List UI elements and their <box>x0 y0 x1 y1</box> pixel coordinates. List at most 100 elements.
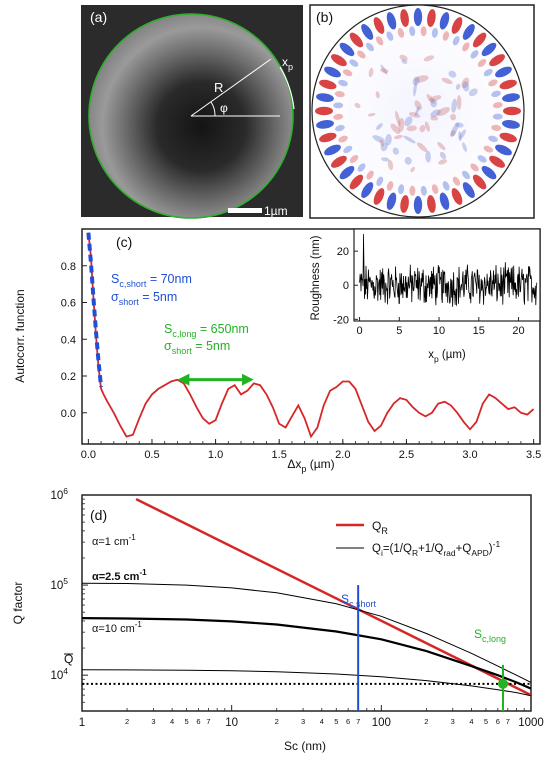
legend-label-qr: QR <box>372 519 388 536</box>
mode-speckle <box>419 124 426 133</box>
mode-lobe-faint <box>333 102 344 109</box>
d-ylabel: Q factor <box>11 582 25 625</box>
mode-speckle <box>399 54 408 61</box>
mode-lobe <box>427 9 436 27</box>
mode-speckle <box>430 99 438 108</box>
mode-lobe-faint <box>386 181 394 191</box>
mode-speckle <box>372 135 386 143</box>
mode-lobe <box>439 12 450 30</box>
c-xtick-label: 3.0 <box>462 449 477 461</box>
mode-lobe <box>489 155 506 168</box>
mode-speckle <box>380 142 388 152</box>
mode-speckle <box>393 134 403 140</box>
disk-outline-ring <box>88 13 294 219</box>
mode-lobe <box>439 192 450 210</box>
panel-d-frame <box>81 494 532 712</box>
inset-xtick-label: 5 <box>396 325 402 337</box>
mode-lobe-faint <box>349 155 359 163</box>
mode-lobe-faint <box>462 42 470 52</box>
d-xtick-label: 1000 <box>518 717 544 729</box>
inset-xtick-label: 10 <box>433 325 445 337</box>
mode-lobe <box>319 132 337 143</box>
mode-lobe-faint <box>357 163 366 172</box>
mode-speckle <box>414 75 429 83</box>
mode-speckle <box>380 68 389 74</box>
d-xtick-minor-label: 2 <box>275 717 279 726</box>
mode-speckle <box>438 159 448 165</box>
mode-speckle <box>413 81 417 97</box>
sc-long-marker <box>497 678 508 689</box>
inset-xtick-label: 15 <box>473 325 485 337</box>
mode-speckle <box>414 100 422 111</box>
q-curve-alpha1 <box>82 582 531 683</box>
panel-c-axes: 0.0 0.5 1.0 1.5 2.0 2.5 3.0 3.5 0.0 0.2 0.4 0.6 0.8 <box>61 261 542 461</box>
mode-speckle <box>416 142 428 152</box>
mode-speckle <box>423 55 435 62</box>
inset-ytick-label: 0 <box>343 280 349 292</box>
mode-lobe-faint <box>375 36 384 46</box>
inset-xtick-label: 20 <box>512 325 524 337</box>
d-xtick-minor-label: 7 <box>206 717 210 726</box>
panel-b-label: (b) <box>316 9 333 25</box>
d-xtick-minor-label: 7 <box>506 717 510 726</box>
mode-lobe <box>315 106 333 116</box>
c-ytick-label: 0.4 <box>61 334 76 346</box>
inset-axes: 0 5 10 15 20 -20 0 20 <box>333 246 525 337</box>
mode-lobe <box>339 42 355 57</box>
mode-speckle <box>439 151 447 160</box>
mode-lobe-faint <box>491 90 501 98</box>
mode-lobe-faint <box>488 79 498 87</box>
mode-lobe <box>503 106 521 116</box>
mode-speckle <box>459 129 466 140</box>
sc-long-annotation: Sc,long = 650nm <box>164 322 249 339</box>
panel-d: (d) 1 2 3 4 5 6 7 10 2 3 4 5 6 7 100 2 3 4 5 6 7 100010610510… <box>11 486 544 753</box>
mode-lobe <box>373 17 385 34</box>
mode-speckle <box>426 94 435 104</box>
mode-lobe-faint <box>452 35 460 46</box>
mode-speckle <box>380 64 388 75</box>
autocorr-line <box>87 232 535 439</box>
alpha-label-10: α=10 cm-1 <box>92 620 142 635</box>
mode-lobe <box>472 174 487 190</box>
c-ytick-label: 0.0 <box>61 408 76 420</box>
d-xtick-minor-label: 4 <box>170 717 174 726</box>
c-ytick-label: 0.2 <box>61 371 76 383</box>
mode-speckle <box>412 76 420 86</box>
mode-lobe-faint <box>409 185 416 196</box>
d-xtick-minor-label: 2 <box>125 717 129 726</box>
radius-label: R <box>214 80 223 95</box>
inset-ytick-label: 20 <box>337 246 349 258</box>
mode-lobe <box>499 132 517 143</box>
c-xtick-label: 2.5 <box>399 449 414 461</box>
mode-speckle <box>462 142 467 152</box>
panel-c-series <box>86 232 535 439</box>
mode-speckle <box>450 113 457 121</box>
mode-lobe <box>386 12 397 30</box>
angle-label: φ <box>220 101 228 115</box>
mode-speckle <box>398 117 405 132</box>
mode-lobe <box>502 93 520 102</box>
short-fit-line <box>86 232 104 388</box>
d-xtick-minor-label: 3 <box>151 717 155 726</box>
mode-speckle <box>403 135 416 144</box>
vline-label-short: Sc,short <box>341 592 377 609</box>
d-xtick-minor-label: 6 <box>346 717 350 726</box>
mode-lobe-faint <box>338 79 348 87</box>
mode-speckle <box>404 157 412 165</box>
mode-disk-bg <box>312 5 524 217</box>
mode-lobe <box>462 182 475 199</box>
mode-lobe <box>316 93 334 102</box>
q-curve-alpha10 <box>82 669 531 697</box>
mode-speckle <box>448 70 457 78</box>
arc-length-mark <box>279 66 295 110</box>
mode-lobe-faint <box>488 135 498 143</box>
sigma-short-annotation: σshort = 5nm <box>111 290 177 307</box>
mode-lobe-faint <box>420 185 427 196</box>
mode-lobe-faint <box>333 113 344 120</box>
mode-speckle <box>441 77 453 85</box>
d-xtick-minor-label: 2 <box>424 717 428 726</box>
d-xtick-label: 100 <box>372 717 391 729</box>
radius-line <box>190 58 272 117</box>
mode-speckle <box>401 59 408 64</box>
mode-speckle <box>406 125 417 132</box>
